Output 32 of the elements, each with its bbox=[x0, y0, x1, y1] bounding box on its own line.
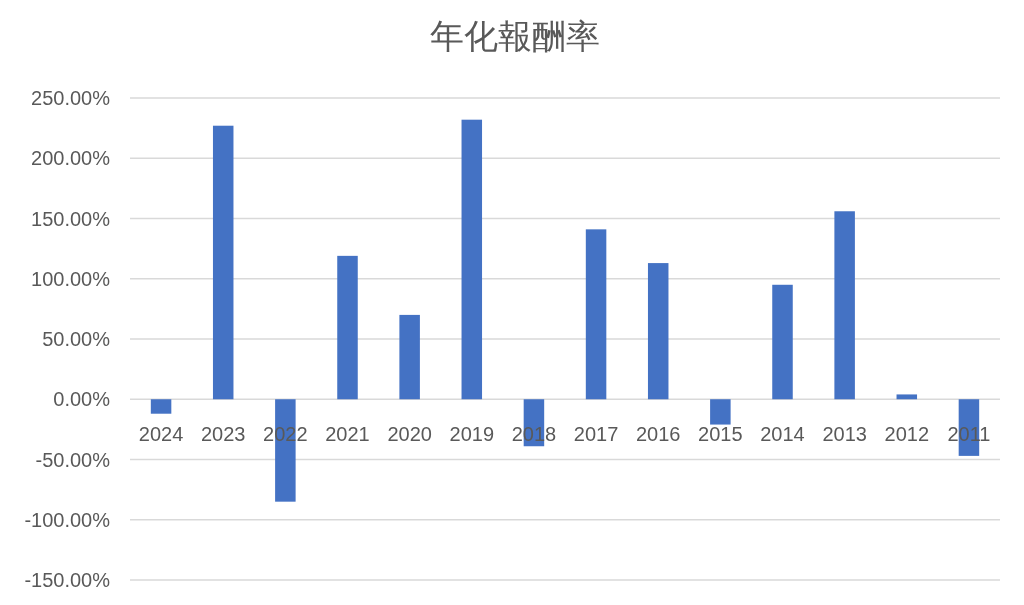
x-tick-label: 2024 bbox=[138, 423, 184, 446]
bar bbox=[834, 211, 855, 400]
bar bbox=[772, 284, 793, 400]
bar bbox=[150, 399, 172, 414]
x-tick-label: 2017 bbox=[573, 423, 619, 446]
x-tick-label: 2021 bbox=[325, 423, 370, 446]
y-tick-label: 0.00% bbox=[53, 388, 111, 411]
bar bbox=[710, 399, 731, 425]
y-tick-label: 200.00% bbox=[31, 147, 111, 170]
bar bbox=[399, 314, 420, 400]
bar bbox=[896, 394, 918, 400]
bar bbox=[212, 125, 234, 400]
x-tick-label: 2020 bbox=[387, 423, 432, 446]
y-tick-label: 250.00% bbox=[31, 87, 111, 109]
x-tick-label: 2023 bbox=[200, 423, 246, 446]
y-tick-label: 50.00% bbox=[42, 328, 111, 350]
x-tick-label: 2013 bbox=[822, 423, 867, 446]
x-tick-label: 2019 bbox=[449, 423, 495, 446]
y-tick-label: -50.00% bbox=[35, 448, 111, 471]
y-tick-label: -100.00% bbox=[24, 508, 111, 531]
bar bbox=[461, 119, 483, 400]
y-tick-label: 150.00% bbox=[31, 207, 111, 230]
bar bbox=[647, 263, 669, 400]
x-tick-label: 2012 bbox=[884, 423, 930, 446]
x-tick-label: 2014 bbox=[760, 423, 805, 446]
y-tick-label: -150.00% bbox=[24, 569, 111, 591]
x-tick-label: 2015 bbox=[698, 423, 743, 446]
bar bbox=[337, 255, 358, 400]
bar bbox=[585, 229, 607, 400]
chart-title: 年化報酬率 bbox=[430, 17, 600, 55]
y-tick-label: 100.00% bbox=[31, 267, 111, 290]
x-tick-label: 2016 bbox=[635, 423, 681, 446]
